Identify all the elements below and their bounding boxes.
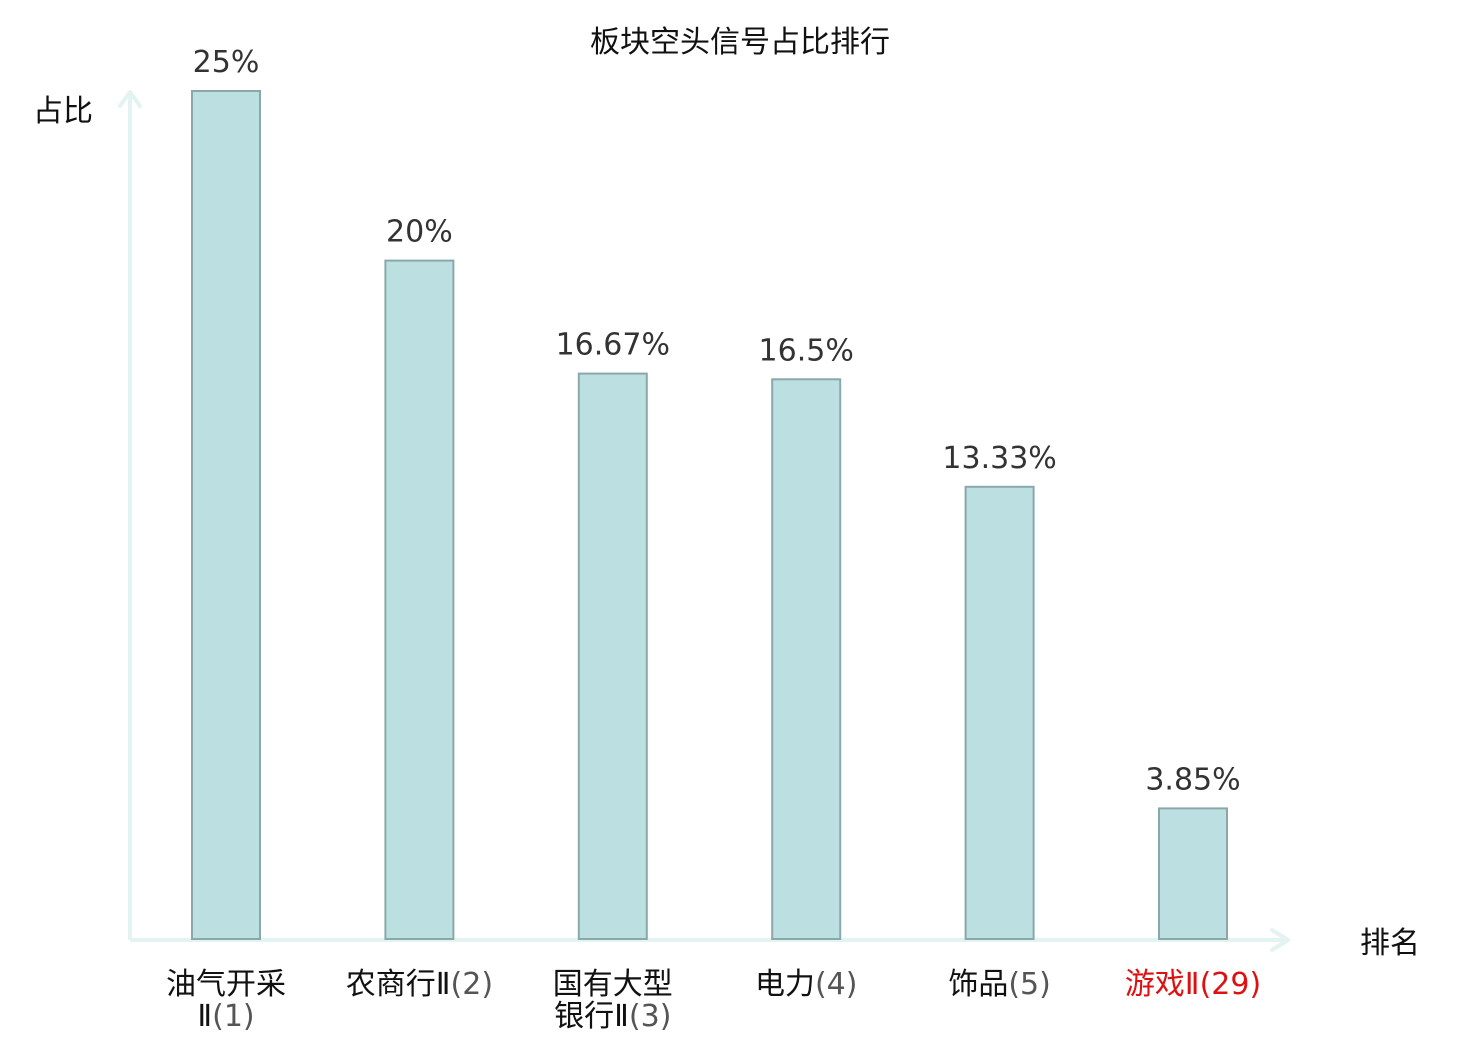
category-label-2: 农商行Ⅱ(2) <box>346 967 493 1002</box>
bar-6 <box>1158 807 1228 941</box>
value-label-3: 16.67% <box>556 328 670 363</box>
bars-layer <box>191 90 1228 941</box>
chart-title: 板块空头信号占比排行 <box>590 25 890 60</box>
category-rank: (29) <box>1200 967 1262 1002</box>
category-rank: (3) <box>629 999 672 1034</box>
category-label-line: 国有大型 <box>553 967 673 1002</box>
bar-4 <box>771 378 842 940</box>
bar-3 <box>577 372 648 941</box>
category-label-1: 油气开采 Ⅱ(1) <box>166 967 286 1034</box>
category-label-line: 油气开采 <box>166 967 286 1002</box>
category-label-line: 银行Ⅱ <box>554 999 629 1034</box>
category-rank: (4) <box>815 967 858 1002</box>
y-axis-arrow-icon <box>118 90 142 108</box>
category-label-6: 游戏Ⅱ(29) <box>1125 967 1261 1002</box>
value-label-6: 3.85% <box>1145 762 1240 797</box>
value-label-5: 13.33% <box>942 441 1056 476</box>
category-label-3: 国有大型银行Ⅱ(3) <box>553 967 673 1034</box>
value-label-4: 16.5% <box>759 333 854 368</box>
category-label-line: 饰品 <box>948 967 1008 1002</box>
bar-1 <box>191 90 261 940</box>
bar-2 <box>384 259 455 941</box>
category-label-line: 农商行Ⅱ <box>346 967 451 1002</box>
bar-5 <box>964 485 1035 940</box>
y-axis: 占比 <box>33 90 142 940</box>
x-axis: 排名 <box>130 926 1420 961</box>
x-axis-arrow-icon <box>1270 928 1290 952</box>
category-labels-layer: 油气开采 Ⅱ(1)农商行Ⅱ(2) 国有大型银行Ⅱ(3)电力(4) 饰品(5) 游戏Ⅱ(2… <box>166 967 1261 1034</box>
value-labels-layer: 25% 20% 16.67% 16.5% 13.33% 3.85% <box>193 45 1241 797</box>
x-axis-title: 排名 <box>1360 926 1420 961</box>
category-rank: (2) <box>451 967 494 1002</box>
category-label-4: 电力(4) <box>755 967 858 1002</box>
category-rank: (1) <box>212 999 255 1034</box>
y-axis-title: 占比 <box>33 94 93 129</box>
category-label-5: 饰品(5) <box>948 967 1051 1002</box>
category-label-line: Ⅱ <box>197 999 212 1034</box>
value-label-1: 25% <box>193 45 260 80</box>
category-label-line: 游戏Ⅱ <box>1125 967 1200 1002</box>
category-rank: (5) <box>1008 967 1051 1002</box>
value-label-2: 20% <box>386 215 453 250</box>
category-label-line: 电力 <box>755 967 815 1002</box>
